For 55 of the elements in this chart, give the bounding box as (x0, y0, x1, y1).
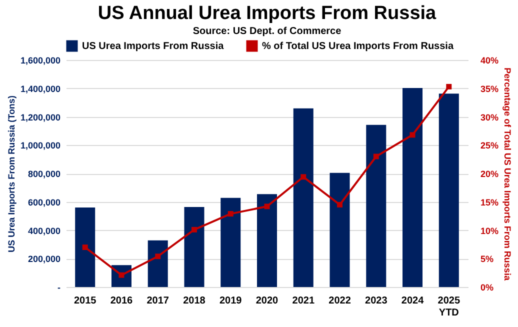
x-tick-label: 2024 (401, 296, 424, 306)
y-tick-label: - (58, 282, 60, 292)
y-tick-label: 1,200,000 (20, 112, 60, 122)
x-tick-label: 2016 (110, 296, 134, 306)
bar (330, 172, 350, 287)
chart-title: US Annual Urea Imports From Russia (98, 3, 437, 24)
x-tick-label: 2018 (183, 296, 206, 306)
bar (75, 208, 96, 287)
y2-tick-label: 35% (480, 84, 499, 94)
x-tick-label: 2019 (219, 296, 242, 306)
y-tick-label: 1,600,000 (20, 56, 60, 66)
y2-tick-label: 0% (480, 282, 494, 292)
y-tick-label: 800,000 (28, 169, 60, 179)
x-tick-label: 2017 (146, 296, 170, 306)
x-tick-label: 2023 (365, 296, 388, 306)
chart-subtitle: Source: US Dept. of Commerce (192, 26, 342, 37)
y2-tick-label: 15% (480, 197, 499, 208)
bar (220, 198, 241, 287)
point (192, 226, 197, 232)
y-tick-label: 1,000,000 (20, 140, 60, 151)
bar (184, 206, 204, 287)
point (155, 254, 161, 260)
y-tick-label: 400,000 (28, 226, 60, 236)
legend-label: % of Total US Urea Imports From Russia (262, 41, 454, 52)
bar (148, 240, 168, 287)
point (82, 244, 88, 250)
bar (293, 108, 314, 287)
y2-tick-label: 20% (480, 169, 499, 179)
point (373, 154, 379, 160)
x-tick-label: 2025 YTD (438, 296, 460, 318)
y-tick-label: 200,000 (28, 254, 60, 264)
point (300, 174, 306, 180)
y2-tick-label: 40% (480, 56, 499, 66)
bar (366, 124, 386, 287)
x-tick-label: 2021 (292, 296, 315, 306)
point (264, 204, 270, 210)
point (228, 211, 234, 217)
legend-label: US Urea Imports From Russia (82, 41, 224, 52)
y2-tick-label: 30% (480, 112, 499, 122)
bar (438, 94, 459, 287)
y-tick-label: 600,000 (28, 197, 60, 208)
bar (402, 88, 423, 287)
y-tick-label: 1,400,000 (20, 84, 60, 94)
x-tick-label: 2020 (256, 296, 279, 306)
y2-tick-label: 5% (480, 254, 494, 264)
bar (256, 194, 278, 287)
y2-tick-label: 25% (480, 140, 499, 151)
point (337, 202, 342, 208)
y2-axis-title: Percentage of Total US Urea Imports From Russia (502, 68, 513, 282)
x-tick-label: 2022 (328, 296, 352, 306)
y-axis-title: US Urea Imports From Russia (Tons) (6, 96, 16, 252)
point (410, 132, 416, 138)
x-tick-label: 2015 (74, 296, 97, 306)
point (446, 84, 452, 90)
y2-tick-label: 10% (480, 226, 499, 236)
